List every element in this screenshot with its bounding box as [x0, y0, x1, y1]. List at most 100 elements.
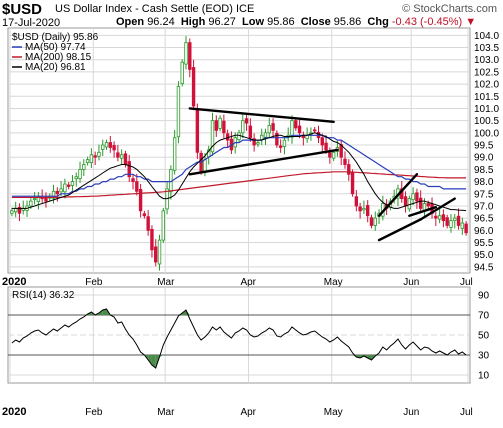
price-legend-title: $USD (Daily) 95.86 [12, 32, 99, 43]
price-ytick-label: 99.0 [474, 153, 494, 164]
candle-body [85, 159, 90, 163]
price-ytick-label: 100.0 [474, 128, 499, 139]
rsi-ytick-label: 70 [478, 311, 490, 322]
candle-body [142, 213, 147, 217]
candle-body [358, 206, 362, 212]
low-value: 95.86 [267, 16, 295, 28]
symbol-description: US Dollar Index - Cash Settle (EOD) ICE [55, 3, 254, 15]
price-ytick-label: 102.0 [474, 80, 499, 91]
rsi-ytick-label: 50 [478, 331, 490, 342]
trendline [188, 148, 339, 176]
candle-body [51, 190, 56, 199]
candle-body [157, 239, 162, 265]
candle-body [403, 196, 408, 207]
price-xtick-label: Feb [85, 277, 103, 288]
candle-body [101, 144, 105, 150]
candle-body [237, 132, 241, 141]
candle-body [275, 132, 279, 146]
price-ytick-label: 96.5 [474, 214, 494, 225]
price-ytick-label: 101.5 [474, 92, 499, 103]
price-ytick-label: 95.5 [474, 238, 494, 249]
candle-body [290, 120, 294, 138]
candle-body [210, 120, 215, 153]
price-ytick-label: 96.0 [474, 226, 494, 237]
rsi-xtick-label: Jun [403, 407, 419, 418]
candle-body [150, 228, 154, 251]
candle-body [437, 215, 442, 220]
candle-body [55, 190, 60, 195]
close-label: Close [300, 16, 331, 28]
candle-body [418, 197, 423, 209]
candle-body [195, 108, 200, 153]
rsi-overbought-fill [102, 309, 107, 315]
candle-body [59, 188, 63, 193]
price-ytick-label: 103.0 [474, 55, 499, 66]
legend-entry: MA(50) 97.74 [25, 42, 86, 53]
ma200-line [11, 171, 467, 198]
candle-body [172, 137, 177, 171]
price-ytick-label: 99.5 [474, 141, 494, 152]
candle-body [445, 217, 449, 226]
price-xtick-label: Mar [157, 277, 175, 288]
candle-body [241, 120, 245, 134]
trendline [188, 107, 335, 124]
ma20-line [11, 132, 467, 212]
candle-body [441, 214, 446, 221]
description-text: US Dollar Index - Cash Settle (EOD) [55, 3, 233, 15]
rsi-overbought-fill [186, 310, 190, 315]
chart-header: $USD US Dollar Index - Cash Settle (EOD)… [0, 0, 503, 34]
rsi-line [11, 308, 467, 369]
candle-body [180, 61, 184, 84]
change-label: Chg [367, 16, 389, 28]
rsi-ytick-label: 30 [478, 351, 490, 362]
candle-body [17, 207, 22, 214]
candle-body [449, 220, 453, 228]
candle-body [411, 193, 415, 201]
close-value: 95.86 [333, 16, 362, 28]
candle-body [135, 181, 139, 192]
candle-body [267, 125, 271, 134]
candle-body [97, 151, 101, 157]
rsi-xtick-label: Feb [85, 407, 103, 418]
candle-body [426, 203, 430, 207]
down-arrow-icon: ▼ [465, 16, 477, 28]
candle-body [188, 42, 192, 70]
price-ytick-label: 98.0 [474, 177, 494, 188]
candle-body [320, 137, 324, 146]
candle-body [373, 217, 377, 226]
candle-body [89, 154, 94, 163]
price-ytick-label: 98.5 [474, 165, 494, 176]
trendline [377, 173, 419, 217]
price-xtick-label: May [324, 277, 343, 288]
candle-body [108, 142, 113, 148]
candle-body [324, 142, 328, 151]
candle-body [407, 198, 412, 210]
candle-body [32, 198, 37, 201]
candle-body [369, 217, 374, 226]
candle-body [271, 123, 275, 131]
candle-body [93, 155, 97, 158]
candle-body [456, 215, 461, 226]
symbol: $USD [2, 1, 43, 18]
price-ytick-label: 97.5 [474, 189, 494, 200]
candle-body [350, 171, 355, 195]
trendline [377, 218, 422, 242]
change-value: -0.43 (-0.45%) [391, 16, 463, 28]
candle-body [13, 207, 18, 213]
price-ytick-label: 103.5 [474, 43, 499, 54]
open-value: 96.24 [147, 16, 175, 28]
legend-entry: MA(200) 98.15 [25, 52, 92, 63]
candle-body [313, 129, 317, 132]
candle-body [127, 161, 131, 178]
candle-body [66, 184, 71, 187]
watermark: © StockCharts.com [402, 3, 497, 15]
rsi-ytick-label: 90 [478, 291, 490, 302]
candle-body [252, 138, 256, 146]
candle-body [256, 142, 260, 145]
candle-body [248, 125, 253, 139]
price-ytick-label: 104.0 [474, 31, 499, 42]
candle-body [104, 142, 109, 148]
candle-body [63, 183, 67, 193]
candle-body [82, 164, 86, 170]
